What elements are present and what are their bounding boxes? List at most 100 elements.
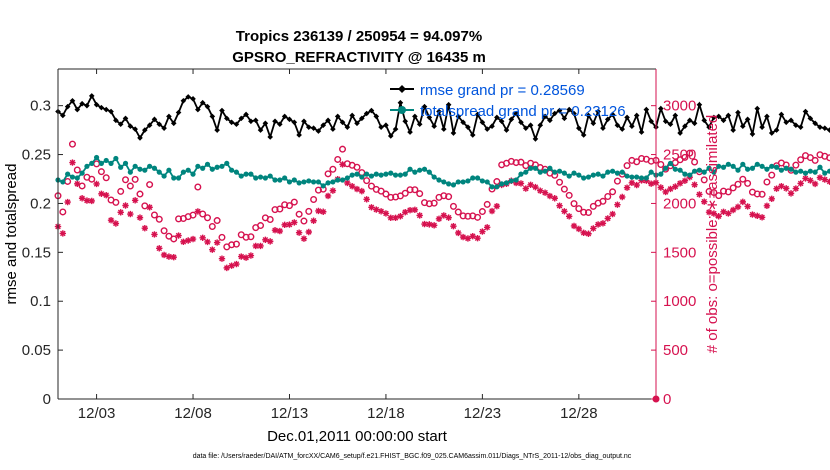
- totalspread-point: [566, 173, 572, 179]
- totalspread-point: [585, 174, 592, 180]
- obs-assimilated-point: [209, 246, 216, 253]
- rmse-point: [494, 114, 500, 121]
- totalspread-point: [581, 175, 587, 181]
- totalspread-point: [60, 179, 66, 185]
- obs-possible-point: [122, 176, 130, 184]
- obs-assimilated-point: [218, 255, 226, 262]
- obs-assimilated-point: [773, 185, 780, 192]
- data-file-footer: data file: /Users/raeder/DAI/ATM_forcXX/…: [193, 453, 632, 460]
- obs-assimilated-point: [585, 230, 592, 237]
- totalspread-point: [600, 173, 606, 179]
- obs-assimilated-point: [329, 187, 337, 194]
- totalspread-point: [190, 171, 196, 177]
- totalspread-point: [542, 168, 548, 174]
- obs-assimilated-point: [271, 227, 279, 234]
- rmse-point: [585, 112, 592, 119]
- rmse-point: [122, 115, 129, 122]
- rmse-point: [209, 113, 216, 120]
- obs-assimilated-point: [310, 217, 317, 224]
- rmse-point: [498, 118, 505, 125]
- obs-assimilated-point: [821, 176, 828, 183]
- rmse-point: [619, 126, 626, 132]
- rmse-point: [537, 122, 544, 129]
- obs-possible-point: [623, 162, 631, 170]
- rmse-point: [368, 107, 375, 114]
- totalspread-point: [749, 165, 756, 171]
- totalspread-point: [195, 163, 201, 169]
- obs-possible-point: [68, 140, 76, 148]
- obs-assimilated-point: [537, 187, 544, 194]
- totalspread-point: [132, 163, 138, 169]
- obs-possible-point: [305, 207, 313, 215]
- obs-assimilated-point: [575, 225, 583, 233]
- obs-possible-point: [512, 159, 520, 167]
- rmse-point: [672, 112, 679, 119]
- obs-assimilated-point: [455, 229, 462, 237]
- obs-assimilated-point: [315, 207, 322, 215]
- obs-possible-point: [406, 186, 414, 194]
- obs-assimilated-point: [633, 181, 640, 189]
- totalspread-point: [484, 179, 490, 185]
- rmse-point: [127, 123, 134, 129]
- y-left-tick-label: 0: [43, 391, 51, 408]
- totalspread-point: [175, 175, 182, 181]
- totalspread-point: [122, 160, 129, 166]
- obs-possible-point: [739, 175, 747, 183]
- obs-assimilated-point: [696, 191, 703, 198]
- obs-assimilated-point: [213, 239, 221, 246]
- obs-assimilated-point: [426, 221, 433, 228]
- obs-assimilated-point: [474, 234, 481, 242]
- legend-spread-marker: [398, 106, 406, 114]
- obs-assimilated-point: [532, 183, 539, 191]
- totalspread-point: [301, 179, 307, 185]
- rmse-point: [339, 119, 346, 126]
- obs-assimilated-point: [749, 211, 756, 218]
- totalspread-point: [209, 166, 215, 172]
- rmse-point: [730, 127, 736, 133]
- totalspread-point: [296, 180, 302, 186]
- obs-assimilated-point: [445, 214, 452, 221]
- obs-possible-point: [175, 215, 183, 223]
- totalspread-point: [667, 160, 674, 166]
- totalspread-point: [494, 184, 500, 190]
- totalspread-point: [619, 169, 625, 175]
- obs-assimilated-point: [787, 190, 795, 197]
- totalspread-point: [614, 170, 621, 176]
- obs-possible-point: [97, 168, 105, 176]
- totalspread-point: [605, 169, 611, 175]
- totalspread-point: [286, 179, 293, 185]
- rmse-point: [180, 97, 187, 104]
- obs-assimilated-point: [262, 236, 269, 244]
- rmse-point: [624, 114, 630, 121]
- obs-assimilated-point: [435, 215, 443, 222]
- totalspread-point: [807, 168, 813, 174]
- obs-possible-point: [213, 217, 221, 225]
- totalspread-point: [470, 175, 476, 181]
- rmse-point: [93, 101, 100, 108]
- totalspread-point: [528, 165, 534, 171]
- totalspread-point: [638, 175, 645, 181]
- rmse-point: [301, 118, 307, 125]
- rmse-point: [460, 119, 466, 126]
- obs-possible-point: [242, 233, 250, 241]
- totalspread-point: [769, 163, 775, 169]
- rmse-line: [57, 93, 830, 142]
- rmse-point: [223, 115, 230, 122]
- totalspread-point: [166, 167, 172, 173]
- rmse-point: [267, 134, 273, 140]
- totalspread-point: [436, 177, 442, 183]
- totalspread-point: [778, 167, 784, 173]
- obs-assimilated-point: [643, 177, 650, 184]
- totalspread-point: [315, 179, 322, 185]
- chart-title-line1: Tropics 236139 / 250954 = 94.097%: [236, 28, 482, 45]
- rmse-point: [305, 124, 312, 130]
- obs-assimilated-point: [344, 179, 351, 187]
- rmse-point: [691, 120, 698, 127]
- obs-possible-point: [580, 208, 588, 216]
- obs-assimilated-point: [305, 228, 312, 236]
- rmse-point: [238, 115, 245, 122]
- obs-assimilated-point: [136, 214, 144, 221]
- obs-possible-point: [459, 212, 467, 220]
- obs-possible-point: [126, 182, 134, 190]
